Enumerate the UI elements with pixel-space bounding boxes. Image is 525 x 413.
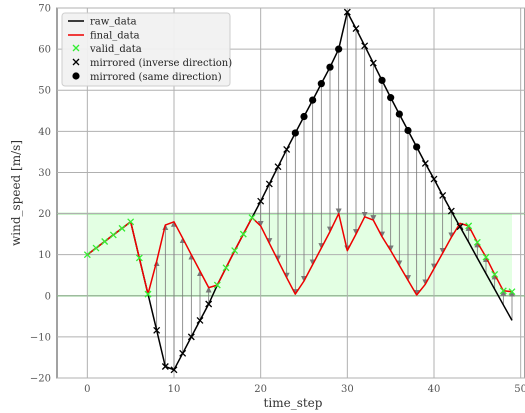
marker-mirrored-same-direction	[404, 126, 412, 135]
y-tick-label: 70	[38, 4, 51, 15]
marker-mirrored-same-direction	[395, 110, 403, 118]
marker-mirrored-inverse-direction	[369, 59, 377, 67]
marker-mirrored-inverse-direction	[456, 223, 464, 231]
series-line-final-data	[86, 212, 513, 296]
x-tick-label: 40	[428, 384, 441, 395]
tick-labels: 0 10 20 30 40 50 −20 −10 0 10 20 30 40 50 60 70	[30, 4, 525, 396]
marker-mirrored-inverse-direction	[447, 207, 455, 215]
marker-mirrored-inverse-direction	[274, 163, 282, 171]
legend-item-valid-data: valid_data	[72, 44, 142, 55]
marker-mirrored-inverse-direction	[170, 366, 178, 374]
marker-valid-data	[101, 238, 109, 245]
marker-mirrored-inverse-direction	[265, 180, 273, 188]
marker-valid-data	[473, 238, 481, 246]
legend-item-mirrored-same: mirrored (same direction)	[72, 72, 222, 83]
marker-valid-data	[482, 253, 490, 261]
marker-mirrored-inverse-direction	[361, 42, 369, 50]
marker-mirrored-inverse-direction	[343, 8, 351, 16]
x-tick-label: 50	[514, 384, 525, 395]
marker-mirrored-inverse-direction	[257, 197, 265, 205]
x-axis-label: time_step	[264, 396, 323, 410]
marker-valid-data	[508, 288, 516, 296]
y-tick-label: 40	[38, 127, 51, 138]
marker-valid-data	[248, 214, 256, 222]
x-tick-label: 30	[341, 384, 354, 395]
series-lines	[86, 11, 513, 371]
x-tick-label: 20	[254, 384, 267, 395]
x-tick-label: 0	[84, 384, 90, 395]
x-tick-label: 10	[168, 384, 181, 395]
marker-valid-data	[465, 222, 473, 230]
legend: raw_data final_data valid_data mirrored …	[61, 12, 232, 87]
legend-label-raw-data: raw_data	[90, 17, 137, 28]
marker-valid-data	[213, 281, 221, 289]
legend-label-final-data: final_data	[90, 31, 140, 42]
y-tick-label: −10	[30, 332, 51, 343]
marker-mirrored-inverse-direction	[161, 363, 169, 370]
marker-valid-data	[231, 247, 239, 255]
legend-label-mirrored-same: mirrored (same direction)	[90, 72, 222, 83]
marker-mirrored-same-direction	[413, 143, 421, 151]
y-tick-label: 10	[38, 250, 51, 261]
legend-box	[61, 12, 231, 87]
series-line-raw-data	[86, 11, 513, 371]
legend-item-raw-data: raw_data	[68, 17, 137, 28]
marker-mirrored-same-direction	[326, 63, 334, 71]
marker-mirrored-inverse-direction	[205, 300, 213, 308]
marker-mirrored-same-direction	[335, 45, 343, 53]
legend-item-mirrored-inverse: mirrored (inverse direction)	[72, 58, 232, 69]
marker-valid-data	[222, 264, 230, 272]
marker-valid-data	[144, 290, 152, 298]
y-tick-label: 0	[45, 291, 51, 302]
marker-mirrored-inverse-direction	[179, 349, 187, 357]
marker-valid-data	[118, 224, 126, 232]
marker-mirrored-same-direction	[317, 80, 325, 88]
y-axis-label: wind_speed [m/s]	[9, 140, 23, 246]
marker-valid-data	[92, 244, 100, 252]
marker-mirrored-inverse-direction	[430, 175, 438, 183]
marker-mirrored-same-direction	[378, 76, 386, 84]
legend-item-final-data: final_data	[68, 31, 140, 42]
marker-valid-data	[135, 254, 143, 262]
marker-valid-data	[109, 231, 117, 239]
marker-mirrored-inverse-direction	[153, 326, 161, 334]
marker-valid-data	[499, 287, 507, 295]
marker-mirrored-same-direction	[291, 129, 299, 137]
marker-mirrored-inverse-direction	[187, 333, 195, 341]
marker-mirrored-inverse-direction	[439, 192, 447, 199]
legend-label-valid-data: valid_data	[89, 44, 142, 55]
marker-mirrored-same-direction	[387, 94, 395, 102]
mirror-arrows	[153, 12, 515, 370]
marker-mirrored-inverse-direction	[421, 159, 429, 167]
y-tick-label: 30	[38, 168, 51, 179]
series-markers	[83, 8, 516, 374]
legend-label-mirrored-inverse: mirrored (inverse direction)	[90, 58, 232, 69]
marker-mirrored-same-direction	[309, 96, 317, 104]
grid-lines	[57, 7, 525, 379]
legend-swatch-valid-data	[72, 44, 80, 52]
y-tick-label: 50	[38, 86, 51, 97]
y-tick-label: −20	[30, 374, 51, 385]
marker-mirrored-inverse-direction	[352, 25, 360, 33]
marker-valid-data	[127, 218, 135, 226]
y-tick-label: 60	[38, 45, 51, 56]
marker-mirrored-inverse-direction	[196, 316, 204, 324]
marker-valid-data	[491, 270, 499, 278]
y-tick-label: 20	[38, 209, 51, 220]
legend-swatch-mirrored-inverse	[72, 58, 80, 66]
marker-mirrored-inverse-direction	[283, 145, 291, 153]
marker-valid-data	[239, 230, 247, 238]
marker-mirrored-same-direction	[300, 112, 308, 121]
marker-valid-data	[83, 251, 91, 259]
legend-swatch-mirrored-same	[72, 72, 80, 80]
